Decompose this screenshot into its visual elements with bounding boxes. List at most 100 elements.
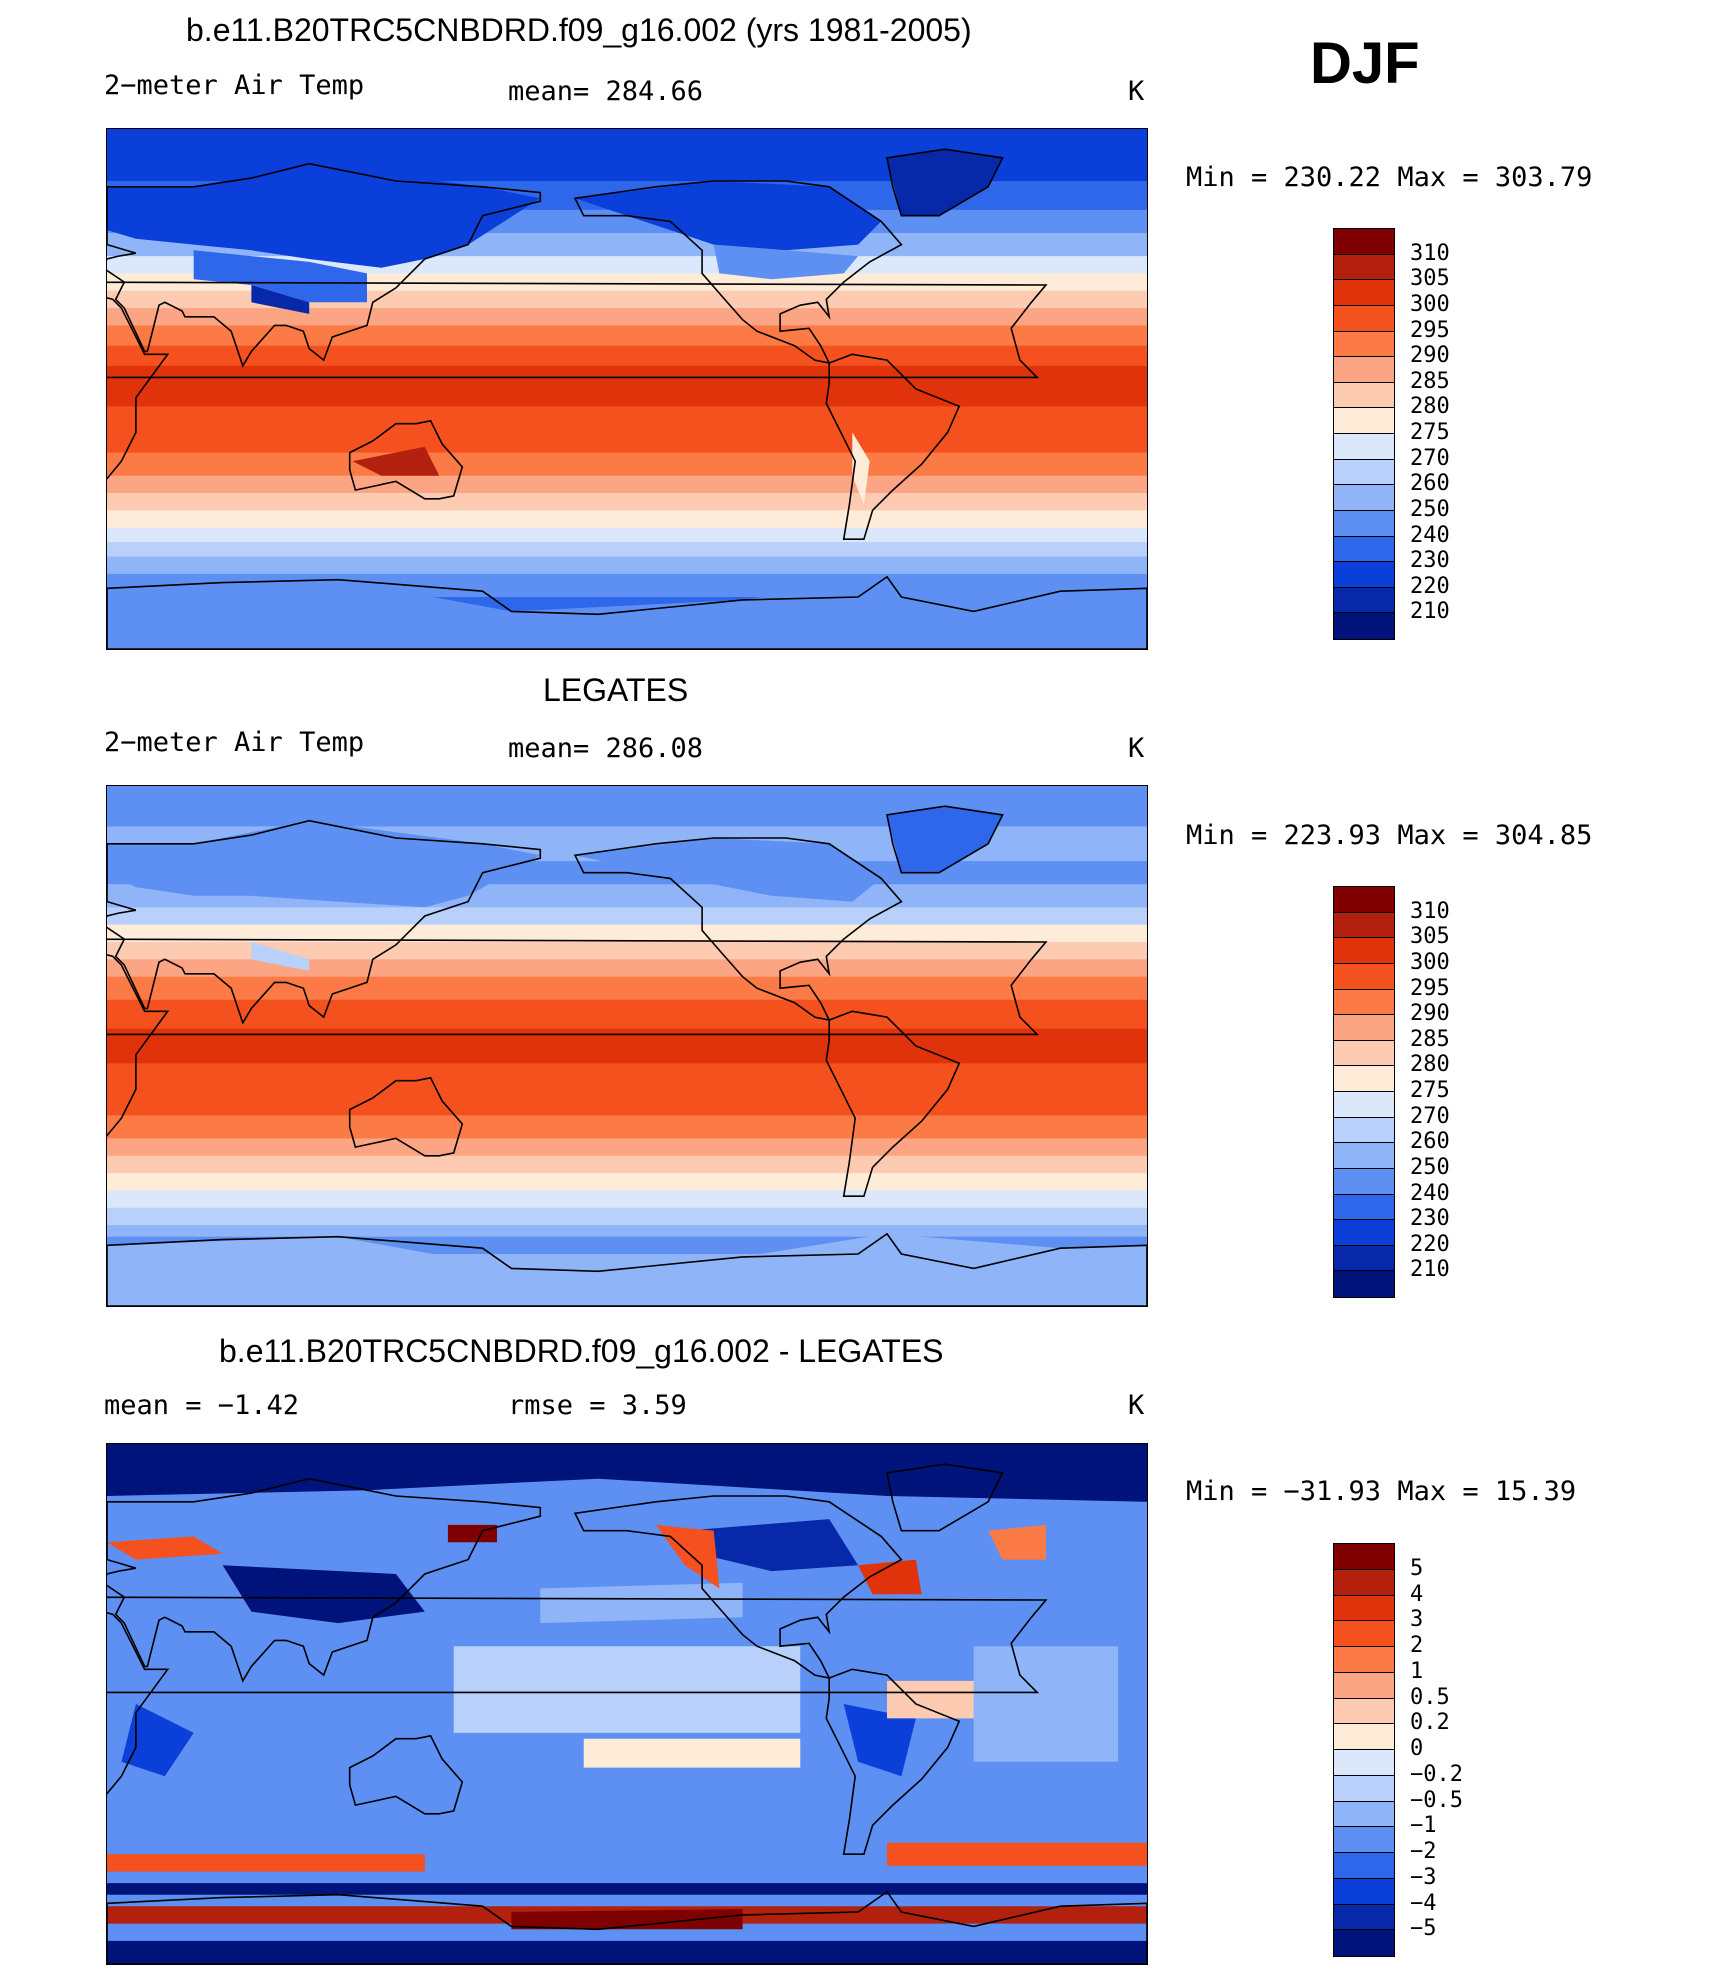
difference-region: [843, 1704, 916, 1777]
coastline: [107, 1596, 1048, 1795]
colorbar-swatch: [1334, 963, 1394, 990]
colorbar-label: 300: [1410, 949, 1450, 975]
panel3-rmse-label: rmse = 3.59: [508, 1390, 687, 1421]
difference-region: [540, 1582, 743, 1624]
temperature-band: [107, 959, 1147, 978]
land-temperature-patch: [575, 838, 882, 902]
colorbar-label: 3: [1410, 1607, 1424, 1633]
temperature-band: [107, 1138, 1147, 1157]
colorbar-label: 2: [1410, 1633, 1424, 1658]
difference-region: [107, 1444, 1147, 1502]
difference-region: [222, 1565, 425, 1624]
colorbar-label: 230: [1410, 1206, 1450, 1232]
panel3-colorbar: [1333, 1543, 1395, 1957]
colorbar-label: 250: [1410, 496, 1450, 522]
coastline: [107, 938, 1048, 1137]
colorbar-label: 230: [1410, 548, 1450, 574]
colorbar-swatch: [1334, 1647, 1394, 1673]
panel2-units: K: [1128, 733, 1145, 764]
coastline: [107, 1890, 1147, 1964]
temperature-band: [107, 999, 1147, 1030]
colorbar-swatch: [1334, 613, 1394, 639]
colorbar-label: 305: [1410, 266, 1450, 292]
coastline: [573, 837, 903, 1022]
colorbar-swatch: [1334, 1750, 1394, 1776]
coastline: [107, 819, 542, 1025]
land-temperature-patch: [713, 244, 859, 280]
colorbar-label: 0.5: [1410, 1684, 1450, 1710]
temperature-band: [107, 976, 1147, 1001]
coastline: [825, 1668, 961, 1856]
colorbar-swatch: [1334, 331, 1394, 358]
temperature-band: [107, 510, 1147, 529]
panel2-mean-label: mean= 286.08: [508, 733, 704, 764]
panel1-title: b.e11.B20TRC5CNBDRD.f09_g16.002 (yrs 198…: [186, 12, 972, 48]
colorbar-swatch: [1334, 1827, 1394, 1853]
colorbar-label: −0.2: [1410, 1761, 1463, 1787]
colorbar-swatch: [1334, 1595, 1394, 1622]
colorbar-label: 0: [1410, 1736, 1424, 1761]
colorbar-label: −4: [1410, 1890, 1437, 1916]
coastline: [886, 805, 1004, 874]
temperature-band: [107, 556, 1147, 575]
colorbar-swatch: [1334, 1271, 1394, 1297]
panel2-minmax: Min = 223.93 Max = 304.85: [1186, 820, 1593, 851]
panel1-units: K: [1128, 76, 1145, 107]
colorbar-label: 310: [1410, 898, 1450, 924]
difference-region: [447, 1524, 497, 1543]
temperature-band: [107, 1155, 1147, 1175]
temperature-band: [107, 1207, 1147, 1227]
panel3-map: [106, 1443, 1148, 1965]
panel2-title: LEGATES: [543, 672, 689, 708]
colorbar-label: 280: [1410, 394, 1450, 420]
land-temperature-patch: [107, 820, 541, 908]
temperature-band: [107, 475, 1147, 494]
colorbar-swatch: [1334, 485, 1394, 511]
colorbar-swatch: [1334, 229, 1394, 255]
colorbar-swatch: [1334, 1853, 1394, 1879]
temperature-band: [107, 1225, 1147, 1238]
colorbar-label: 295: [1410, 975, 1450, 1001]
temperature-band: [107, 1173, 1147, 1192]
colorbar-swatch: [1334, 1672, 1394, 1699]
land-temperature-patch: [887, 149, 1003, 216]
coastline: [348, 1076, 464, 1157]
temperature-band: [107, 493, 1147, 512]
panel2-variable-label: 2−meter Air Temp: [104, 727, 365, 758]
coastline: [348, 1734, 464, 1815]
colorbar-label: 220: [1410, 573, 1450, 599]
colorbar-swatch: [1334, 1015, 1394, 1041]
colorbar-label: −5: [1410, 1916, 1437, 1942]
colorbar-swatch: [1334, 1930, 1394, 1956]
panel1-mean-label: mean= 284.66: [508, 76, 704, 107]
colorbar-swatch: [1334, 1194, 1394, 1221]
colorbar-label: 5: [1410, 1555, 1424, 1581]
coastline: [825, 353, 961, 541]
colorbar-label: −3: [1410, 1864, 1437, 1890]
temperature-band: [107, 452, 1147, 477]
land-temperature-patch: [251, 285, 310, 314]
difference-region: [511, 1909, 743, 1930]
colorbar-label: 280: [1410, 1052, 1450, 1078]
colorbar-label: 275: [1410, 420, 1450, 445]
panel3-map-svg: [107, 1444, 1147, 1964]
colorbar-label: 0.2: [1410, 1710, 1450, 1736]
colorbar-swatch: [1334, 357, 1394, 383]
difference-region: [121, 1704, 194, 1777]
coastline: [107, 1477, 542, 1683]
coastline: [107, 162, 542, 368]
colorbar-swatch: [1334, 938, 1394, 964]
colorbar-label: 290: [1410, 1001, 1450, 1027]
temperature-band: [107, 542, 1147, 558]
colorbar-swatch: [1334, 562, 1394, 588]
colorbar-label: 260: [1410, 471, 1450, 497]
colorbar-swatch: [1334, 1220, 1394, 1246]
colorbar-label: 270: [1410, 445, 1450, 471]
coastline: [886, 1463, 1004, 1532]
difference-region: [973, 1646, 1119, 1762]
panel1-minmax: Min = 230.22 Max = 303.79: [1186, 162, 1593, 193]
colorbar-label: 240: [1410, 522, 1450, 548]
colorbar-swatch: [1334, 1801, 1394, 1828]
colorbar-swatch: [1334, 1878, 1394, 1905]
colorbar-swatch: [1334, 1904, 1394, 1931]
